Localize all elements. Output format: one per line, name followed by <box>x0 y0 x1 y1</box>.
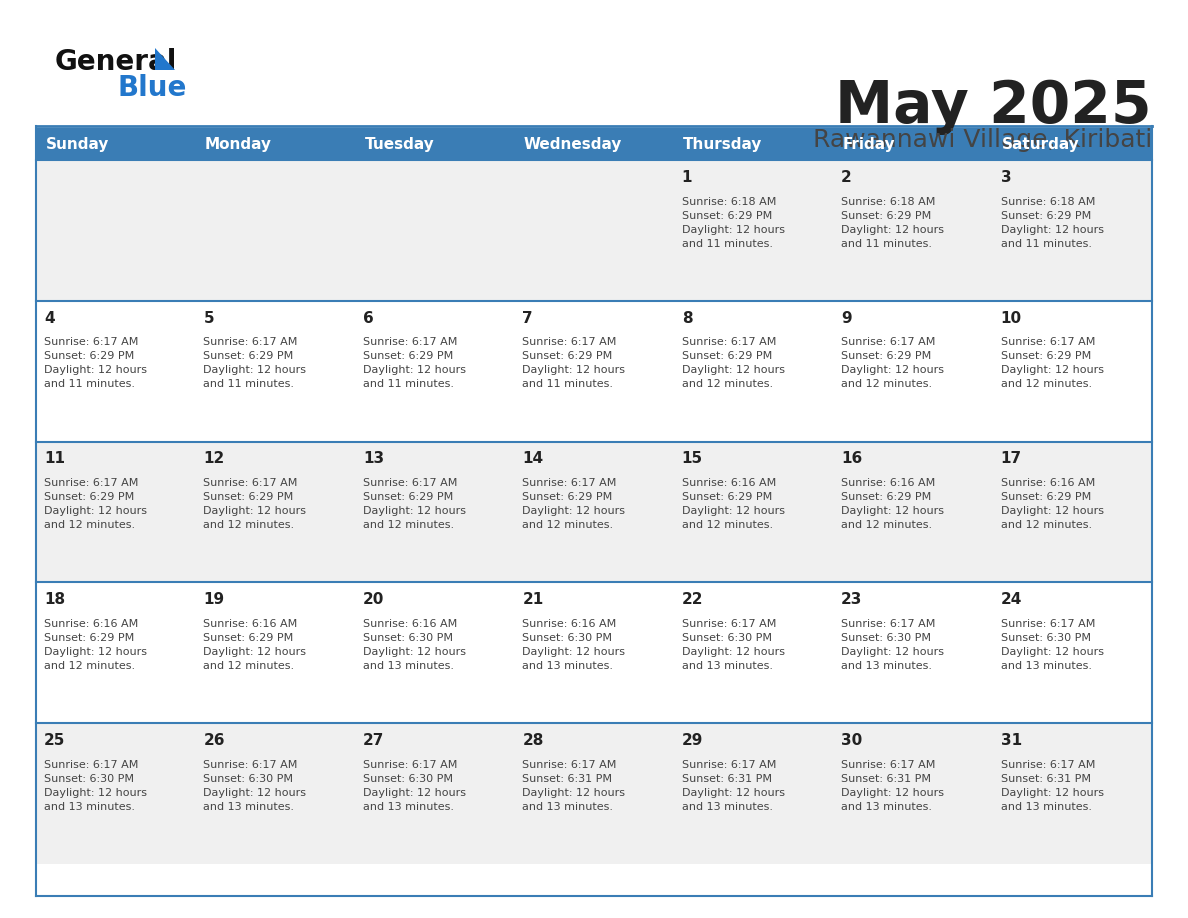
Text: Sunrise: 6:17 AM
Sunset: 6:29 PM
Daylight: 12 hours
and 12 minutes.: Sunrise: 6:17 AM Sunset: 6:29 PM Dayligh… <box>682 338 785 389</box>
Text: 19: 19 <box>203 592 225 607</box>
Text: Sunrise: 6:17 AM
Sunset: 6:30 PM
Daylight: 12 hours
and 13 minutes.: Sunrise: 6:17 AM Sunset: 6:30 PM Dayligh… <box>841 619 944 671</box>
Text: 26: 26 <box>203 733 225 748</box>
Text: 15: 15 <box>682 452 703 466</box>
Text: 11: 11 <box>44 452 65 466</box>
Text: 4: 4 <box>44 310 55 326</box>
Text: 3: 3 <box>1000 170 1011 185</box>
Bar <box>36 160 1152 301</box>
Text: Sunrise: 6:17 AM
Sunset: 6:30 PM
Daylight: 12 hours
and 13 minutes.: Sunrise: 6:17 AM Sunset: 6:30 PM Dayligh… <box>362 760 466 812</box>
Text: Sunrise: 6:17 AM
Sunset: 6:29 PM
Daylight: 12 hours
and 11 minutes.: Sunrise: 6:17 AM Sunset: 6:29 PM Dayligh… <box>44 338 147 389</box>
Text: 7: 7 <box>523 310 533 326</box>
Text: 16: 16 <box>841 452 862 466</box>
Text: 22: 22 <box>682 592 703 607</box>
Text: Sunrise: 6:17 AM
Sunset: 6:29 PM
Daylight: 12 hours
and 12 minutes.: Sunrise: 6:17 AM Sunset: 6:29 PM Dayligh… <box>203 478 307 531</box>
Bar <box>36 723 1152 864</box>
Text: Wednesday: Wednesday <box>524 137 623 151</box>
Text: Sunrise: 6:17 AM
Sunset: 6:29 PM
Daylight: 12 hours
and 12 minutes.: Sunrise: 6:17 AM Sunset: 6:29 PM Dayligh… <box>841 338 944 389</box>
Text: Sunday: Sunday <box>45 137 109 151</box>
Text: Rawannawi Village, Kiribati: Rawannawi Village, Kiribati <box>813 128 1152 152</box>
Bar <box>833 128 992 160</box>
Text: 31: 31 <box>1000 733 1022 748</box>
Text: Sunrise: 6:17 AM
Sunset: 6:31 PM
Daylight: 12 hours
and 13 minutes.: Sunrise: 6:17 AM Sunset: 6:31 PM Dayligh… <box>1000 760 1104 812</box>
Text: Sunrise: 6:18 AM
Sunset: 6:29 PM
Daylight: 12 hours
and 11 minutes.: Sunrise: 6:18 AM Sunset: 6:29 PM Dayligh… <box>1000 196 1104 249</box>
Text: Sunrise: 6:16 AM
Sunset: 6:30 PM
Daylight: 12 hours
and 13 minutes.: Sunrise: 6:16 AM Sunset: 6:30 PM Dayligh… <box>523 619 625 671</box>
Text: 29: 29 <box>682 733 703 748</box>
Text: 25: 25 <box>44 733 65 748</box>
Text: Sunrise: 6:17 AM
Sunset: 6:31 PM
Daylight: 12 hours
and 13 minutes.: Sunrise: 6:17 AM Sunset: 6:31 PM Dayligh… <box>682 760 785 812</box>
Text: Sunrise: 6:18 AM
Sunset: 6:29 PM
Daylight: 12 hours
and 11 minutes.: Sunrise: 6:18 AM Sunset: 6:29 PM Dayligh… <box>682 196 785 249</box>
Bar <box>514 128 674 160</box>
Text: Sunrise: 6:16 AM
Sunset: 6:29 PM
Daylight: 12 hours
and 12 minutes.: Sunrise: 6:16 AM Sunset: 6:29 PM Dayligh… <box>44 619 147 671</box>
Text: Sunrise: 6:17 AM
Sunset: 6:29 PM
Daylight: 12 hours
and 12 minutes.: Sunrise: 6:17 AM Sunset: 6:29 PM Dayligh… <box>1000 338 1104 389</box>
Text: Sunrise: 6:16 AM
Sunset: 6:30 PM
Daylight: 12 hours
and 13 minutes.: Sunrise: 6:16 AM Sunset: 6:30 PM Dayligh… <box>362 619 466 671</box>
Text: Sunrise: 6:17 AM
Sunset: 6:29 PM
Daylight: 12 hours
and 11 minutes.: Sunrise: 6:17 AM Sunset: 6:29 PM Dayligh… <box>362 338 466 389</box>
Text: 23: 23 <box>841 592 862 607</box>
Text: 20: 20 <box>362 592 384 607</box>
Bar <box>992 128 1152 160</box>
Text: General: General <box>55 48 177 76</box>
Text: Sunrise: 6:17 AM
Sunset: 6:30 PM
Daylight: 12 hours
and 13 minutes.: Sunrise: 6:17 AM Sunset: 6:30 PM Dayligh… <box>203 760 307 812</box>
Text: 28: 28 <box>523 733 544 748</box>
Text: 18: 18 <box>44 592 65 607</box>
Text: 2: 2 <box>841 170 852 185</box>
Text: Thursday: Thursday <box>683 137 763 151</box>
Bar <box>36 582 1152 723</box>
Text: Sunrise: 6:18 AM
Sunset: 6:29 PM
Daylight: 12 hours
and 11 minutes.: Sunrise: 6:18 AM Sunset: 6:29 PM Dayligh… <box>841 196 944 249</box>
Polygon shape <box>154 48 175 70</box>
Text: Sunrise: 6:17 AM
Sunset: 6:29 PM
Daylight: 12 hours
and 12 minutes.: Sunrise: 6:17 AM Sunset: 6:29 PM Dayligh… <box>362 478 466 531</box>
Text: Sunrise: 6:17 AM
Sunset: 6:29 PM
Daylight: 12 hours
and 11 minutes.: Sunrise: 6:17 AM Sunset: 6:29 PM Dayligh… <box>523 338 625 389</box>
Text: Tuesday: Tuesday <box>365 137 434 151</box>
Text: Sunrise: 6:17 AM
Sunset: 6:30 PM
Daylight: 12 hours
and 13 minutes.: Sunrise: 6:17 AM Sunset: 6:30 PM Dayligh… <box>44 760 147 812</box>
Bar <box>36 128 196 160</box>
Bar <box>196 128 355 160</box>
Text: 17: 17 <box>1000 452 1022 466</box>
Text: 5: 5 <box>203 310 214 326</box>
Text: Sunrise: 6:16 AM
Sunset: 6:29 PM
Daylight: 12 hours
and 12 minutes.: Sunrise: 6:16 AM Sunset: 6:29 PM Dayligh… <box>1000 478 1104 531</box>
Text: Sunrise: 6:17 AM
Sunset: 6:30 PM
Daylight: 12 hours
and 13 minutes.: Sunrise: 6:17 AM Sunset: 6:30 PM Dayligh… <box>682 619 785 671</box>
Text: Saturday: Saturday <box>1003 137 1080 151</box>
Text: Sunrise: 6:17 AM
Sunset: 6:31 PM
Daylight: 12 hours
and 13 minutes.: Sunrise: 6:17 AM Sunset: 6:31 PM Dayligh… <box>523 760 625 812</box>
Text: Blue: Blue <box>116 74 187 102</box>
Text: 14: 14 <box>523 452 543 466</box>
Text: Friday: Friday <box>842 137 896 151</box>
Text: Sunrise: 6:17 AM
Sunset: 6:29 PM
Daylight: 12 hours
and 11 minutes.: Sunrise: 6:17 AM Sunset: 6:29 PM Dayligh… <box>203 338 307 389</box>
Bar <box>36 442 1152 582</box>
Bar <box>355 128 514 160</box>
Text: May 2025: May 2025 <box>835 78 1152 135</box>
Text: 1: 1 <box>682 170 693 185</box>
Text: 30: 30 <box>841 733 862 748</box>
Text: Monday: Monday <box>206 137 272 151</box>
Text: 27: 27 <box>362 733 384 748</box>
Text: 12: 12 <box>203 452 225 466</box>
Text: Sunrise: 6:16 AM
Sunset: 6:29 PM
Daylight: 12 hours
and 12 minutes.: Sunrise: 6:16 AM Sunset: 6:29 PM Dayligh… <box>841 478 944 531</box>
Text: Sunrise: 6:17 AM
Sunset: 6:29 PM
Daylight: 12 hours
and 12 minutes.: Sunrise: 6:17 AM Sunset: 6:29 PM Dayligh… <box>44 478 147 531</box>
Text: 24: 24 <box>1000 592 1022 607</box>
Text: Sunrise: 6:16 AM
Sunset: 6:29 PM
Daylight: 12 hours
and 12 minutes.: Sunrise: 6:16 AM Sunset: 6:29 PM Dayligh… <box>203 619 307 671</box>
Bar <box>674 128 833 160</box>
Text: Sunrise: 6:16 AM
Sunset: 6:29 PM
Daylight: 12 hours
and 12 minutes.: Sunrise: 6:16 AM Sunset: 6:29 PM Dayligh… <box>682 478 785 531</box>
Text: 8: 8 <box>682 310 693 326</box>
Text: 9: 9 <box>841 310 852 326</box>
Text: 13: 13 <box>362 452 384 466</box>
Text: 21: 21 <box>523 592 543 607</box>
Text: Sunrise: 6:17 AM
Sunset: 6:31 PM
Daylight: 12 hours
and 13 minutes.: Sunrise: 6:17 AM Sunset: 6:31 PM Dayligh… <box>841 760 944 812</box>
Text: Sunrise: 6:17 AM
Sunset: 6:30 PM
Daylight: 12 hours
and 13 minutes.: Sunrise: 6:17 AM Sunset: 6:30 PM Dayligh… <box>1000 619 1104 671</box>
Text: 6: 6 <box>362 310 373 326</box>
Text: Sunrise: 6:17 AM
Sunset: 6:29 PM
Daylight: 12 hours
and 12 minutes.: Sunrise: 6:17 AM Sunset: 6:29 PM Dayligh… <box>523 478 625 531</box>
Text: 10: 10 <box>1000 310 1022 326</box>
Bar <box>36 301 1152 442</box>
